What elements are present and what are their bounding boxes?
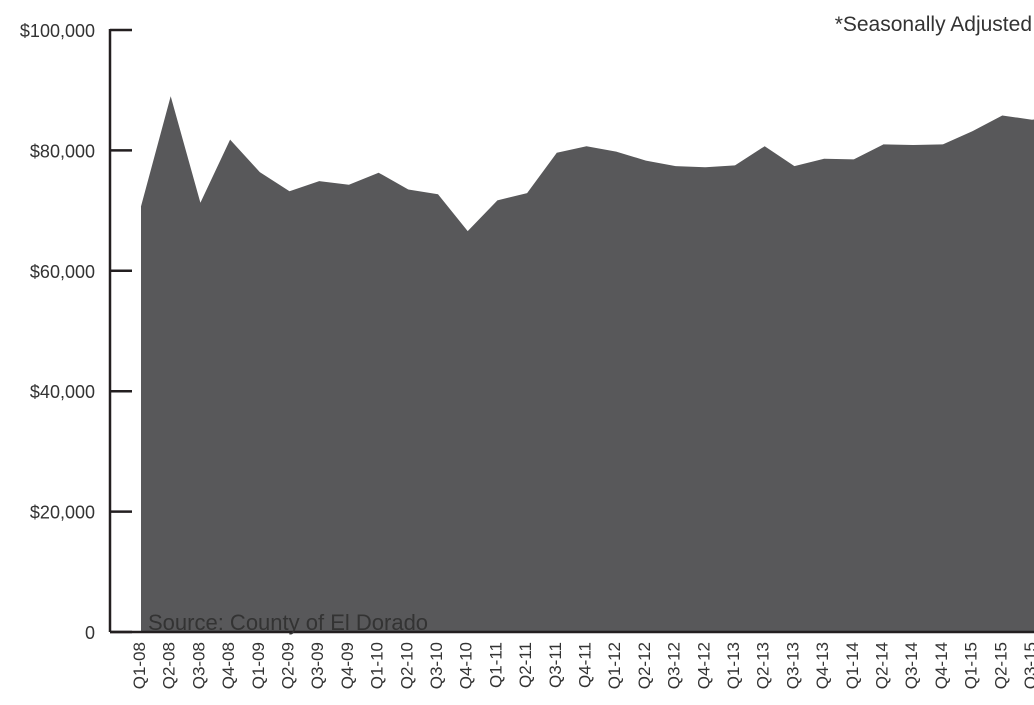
x-tick-label: Q3-08: [189, 642, 208, 689]
x-tick-label: Q3-14: [902, 642, 921, 689]
x-tick-label: Q1-15: [962, 642, 981, 689]
x-tick-label: Q4-12: [694, 642, 713, 689]
area-layer: [140, 96, 1034, 632]
x-tick-label: Q2-11: [516, 642, 535, 688]
x-tick-label: Q3-15: [1021, 642, 1034, 689]
x-tick-label: Q4-11: [576, 642, 595, 688]
x-tick-label: Q3-13: [783, 642, 802, 689]
x-tick-label: Q1-12: [605, 642, 624, 689]
source-note: Source: County of El Dorado: [148, 610, 428, 635]
x-tick-label: Q4-10: [457, 642, 476, 689]
axis-layer: [108, 29, 1034, 634]
x-tick-label: Q2-13: [754, 642, 773, 689]
x-tick-label: Q1-08: [130, 642, 149, 689]
x-tick-label: Q3-11: [546, 642, 565, 688]
x-tick-label: Q2-10: [397, 642, 416, 689]
seasonal-adjustment-note: *Seasonally Adjusted: [835, 13, 1032, 36]
x-tick-label: Q1-11: [486, 642, 505, 688]
x-tick-label: Q4-13: [813, 642, 832, 689]
x-tick-label: Q2-14: [873, 642, 892, 689]
x-tick-label: Q3-12: [665, 642, 684, 689]
y-tick-label: $60,000: [30, 262, 95, 282]
x-tick-label: Q2-15: [991, 642, 1010, 689]
x-tick-label: Q3-10: [427, 642, 446, 689]
y-tick-label: $80,000: [30, 141, 95, 161]
x-tick-label: Q1-14: [843, 642, 862, 689]
x-tick-labels: Q1-08 Q2-08 Q3-08 Q4-08 Q1-09 Q2-09 Q3-09 Q4-09…: [130, 642, 1034, 689]
x-tick-label: Q1-10: [368, 642, 387, 689]
x-tick-label: Q4-08: [219, 642, 238, 689]
x-tick-label: Q4-14: [932, 642, 951, 689]
y-tick-label: $40,000: [30, 382, 95, 402]
y-tick-label: $100,000: [20, 21, 95, 41]
x-tick-label: Q2-08: [160, 642, 179, 689]
median-income-area: [141, 96, 1034, 632]
x-tick-label: Q2-09: [279, 642, 298, 689]
y-tick-label: 0: [85, 623, 95, 643]
x-tick-label: Q1-09: [249, 642, 268, 689]
y-tick-label: $20,000: [30, 503, 95, 523]
x-tick-label: Q2-12: [635, 642, 654, 689]
y-tick-labels: 0 $20,000 $40,000 $60,000 $80,000 $100,000: [20, 21, 132, 643]
x-tick-label: Q1-13: [724, 642, 743, 689]
x-tick-label: Q4-09: [338, 642, 357, 689]
x-tick-label: Q3-09: [308, 642, 327, 689]
